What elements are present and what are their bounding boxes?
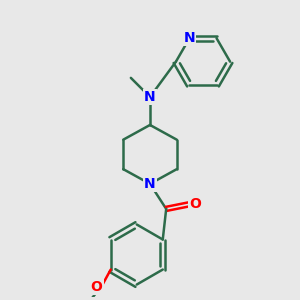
Text: N: N xyxy=(184,31,195,45)
Text: N: N xyxy=(144,90,156,104)
Text: O: O xyxy=(91,280,103,294)
Text: O: O xyxy=(189,197,201,212)
Text: N: N xyxy=(144,177,156,191)
